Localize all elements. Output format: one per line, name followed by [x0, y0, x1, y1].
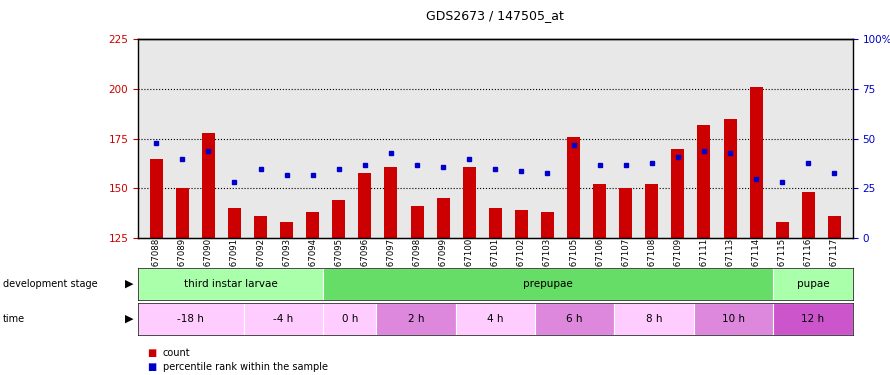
Text: GSM67103: GSM67103 — [543, 238, 552, 285]
Bar — [802, 192, 815, 238]
Text: development stage: development stage — [3, 279, 97, 289]
Bar — [437, 198, 449, 238]
Bar — [306, 212, 320, 238]
Bar — [323, 268, 773, 300]
Text: 6 h: 6 h — [566, 314, 583, 324]
Bar — [254, 216, 267, 238]
Bar — [175, 188, 189, 238]
Text: ▶: ▶ — [125, 279, 134, 289]
Text: GSM67111: GSM67111 — [700, 238, 708, 285]
Bar — [541, 212, 554, 238]
Bar — [150, 159, 163, 238]
Text: pupae: pupae — [797, 279, 829, 289]
Bar — [228, 209, 241, 238]
Text: GSM67108: GSM67108 — [647, 238, 656, 285]
Text: GSM67099: GSM67099 — [439, 238, 448, 285]
Bar — [138, 303, 244, 334]
Text: time: time — [3, 314, 25, 324]
Text: GSM67090: GSM67090 — [204, 238, 213, 285]
Bar — [332, 200, 345, 238]
Text: prepupae: prepupae — [523, 279, 573, 289]
Text: GSM67089: GSM67089 — [178, 238, 187, 285]
Text: GSM67094: GSM67094 — [308, 238, 317, 285]
Text: third instar larvae: third instar larvae — [183, 279, 278, 289]
Text: GDS2673 / 147505_at: GDS2673 / 147505_at — [426, 9, 564, 22]
Text: ■: ■ — [147, 348, 156, 358]
Text: GSM67097: GSM67097 — [386, 238, 395, 285]
Bar — [749, 87, 763, 238]
Bar — [280, 222, 293, 238]
Bar — [202, 133, 214, 238]
Bar — [376, 303, 456, 334]
Bar — [535, 303, 614, 334]
Bar — [410, 206, 424, 238]
Text: 12 h: 12 h — [801, 314, 824, 324]
Bar — [698, 125, 710, 238]
Text: GSM67095: GSM67095 — [335, 238, 344, 285]
Text: GSM67093: GSM67093 — [282, 238, 291, 285]
Text: GSM67092: GSM67092 — [256, 238, 265, 285]
Bar — [244, 303, 323, 334]
Text: 10 h: 10 h — [722, 314, 745, 324]
Bar — [323, 303, 376, 334]
Bar — [456, 303, 535, 334]
Text: GSM67109: GSM67109 — [674, 238, 683, 285]
Text: GSM67102: GSM67102 — [517, 238, 526, 285]
Text: 0 h: 0 h — [342, 314, 358, 324]
Text: 4 h: 4 h — [487, 314, 504, 324]
Bar — [773, 303, 853, 334]
Text: GSM67106: GSM67106 — [595, 238, 604, 285]
Bar — [773, 268, 853, 300]
Bar — [694, 303, 773, 334]
Text: -4 h: -4 h — [273, 314, 294, 324]
Bar — [593, 184, 606, 238]
Text: GSM67113: GSM67113 — [725, 238, 734, 285]
Bar — [138, 268, 323, 300]
Text: percentile rank within the sample: percentile rank within the sample — [163, 362, 328, 372]
Text: GSM67117: GSM67117 — [829, 238, 839, 285]
Text: GSM67115: GSM67115 — [778, 238, 787, 285]
Bar — [463, 166, 476, 238]
Text: -18 h: -18 h — [177, 314, 205, 324]
Bar — [828, 216, 841, 238]
Text: 8 h: 8 h — [646, 314, 662, 324]
Text: GSM67096: GSM67096 — [360, 238, 369, 285]
Bar — [567, 137, 580, 238]
Bar — [619, 188, 632, 238]
Text: GSM67107: GSM67107 — [621, 238, 630, 285]
Bar — [645, 184, 659, 238]
Bar — [614, 303, 694, 334]
Bar — [384, 166, 398, 238]
Text: GSM67114: GSM67114 — [752, 238, 761, 285]
Text: GSM67116: GSM67116 — [804, 238, 813, 285]
Text: GSM67088: GSM67088 — [151, 238, 161, 285]
Text: GSM67091: GSM67091 — [230, 238, 239, 285]
Text: GSM67100: GSM67100 — [465, 238, 473, 285]
Text: ■: ■ — [147, 362, 156, 372]
Bar — [776, 222, 789, 238]
Text: GSM67101: GSM67101 — [490, 238, 500, 285]
Bar — [359, 172, 371, 238]
Text: ▶: ▶ — [125, 314, 134, 324]
Text: GSM67098: GSM67098 — [413, 238, 422, 285]
Bar — [489, 209, 502, 238]
Bar — [514, 210, 528, 238]
Text: GSM67105: GSM67105 — [569, 238, 578, 285]
Bar — [724, 119, 737, 238]
Text: 2 h: 2 h — [408, 314, 425, 324]
Bar — [671, 149, 684, 238]
Text: count: count — [163, 348, 190, 358]
